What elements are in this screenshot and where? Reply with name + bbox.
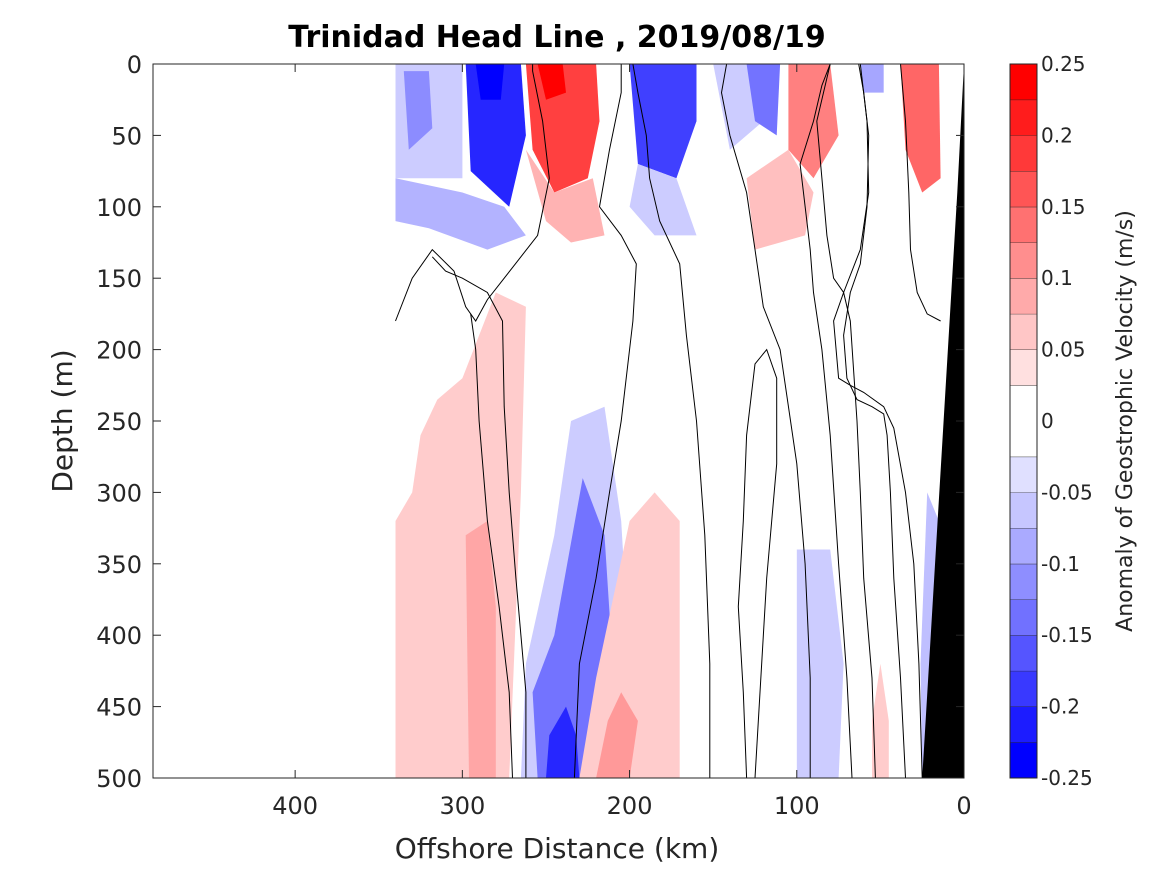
zero-contour-7 [799, 64, 853, 778]
zero-contour-0 [395, 64, 550, 322]
colorbar-segment [1010, 456, 1037, 493]
colorbar-tick-label: -0.25 [1041, 766, 1093, 790]
positive-anomaly-region-15 [900, 64, 941, 193]
colorbar-segment [1010, 349, 1037, 386]
y-tick-label: 50 [111, 122, 142, 150]
negative-anomaly-region-20 [546, 706, 580, 778]
colorbar-segment [1010, 278, 1037, 314]
positive-anomaly-region-24 [872, 663, 889, 778]
positive-anomaly-region-7 [537, 64, 566, 100]
negative-anomaly-region-8 [629, 64, 697, 179]
colorbar-segment [1010, 206, 1037, 243]
zero-contour-8 [816, 64, 876, 778]
velocity-fill-layer [395, 64, 941, 778]
colorbar-tick-label: 0 [1041, 409, 1054, 433]
positive-anomaly-region-22 [596, 692, 638, 778]
colorbar-tick-label: -0.05 [1041, 480, 1093, 504]
colorbar: 0.25 0.2 0.15 0.1 0.05 0 -0.05 -0.1 -0.15 -0.2 -0.… [1009, 52, 1093, 790]
zero-contour-11 [900, 64, 941, 322]
negative-anomaly-region-3 [395, 178, 526, 250]
colorbar-label: Anomaly of Geostrophic Velocity (m/s) [1113, 210, 1138, 632]
positive-anomaly-region-13 [746, 149, 814, 250]
zero-contour-5 [737, 348, 778, 778]
x-tick-label: 400 [272, 792, 318, 820]
x-tick-label: 100 [774, 792, 820, 820]
colorbar-segment [1010, 135, 1037, 172]
positive-anomaly-region-5 [525, 64, 600, 193]
colorbar-segment [1010, 99, 1037, 136]
y-tick-label: 400 [96, 622, 142, 650]
chart-title: Trinidad Head Line , 2019/08/19 [288, 20, 825, 55]
x-tick-label: 300 [439, 792, 485, 820]
negative-anomaly-region-25 [920, 492, 939, 778]
negative-anomaly-region-11 [746, 64, 781, 136]
colorbar-segment [1010, 635, 1037, 671]
negative-anomaly-region-9 [629, 164, 697, 236]
colorbar-segment [1010, 171, 1037, 207]
colorbar-tick-label: -0.1 [1041, 552, 1080, 576]
zero-contour-3 [573, 64, 637, 778]
positive-anomaly-region-17 [465, 521, 496, 778]
y-tick-label: 450 [96, 694, 142, 722]
colorbar-segment [1010, 242, 1037, 279]
colorbar-segment [1010, 599, 1037, 636]
colorbar-tick-label: 0.25 [1041, 52, 1086, 76]
colorbar-segment [1010, 670, 1037, 707]
zero-contour-layer [395, 64, 941, 778]
zero-contour-1 [431, 256, 527, 778]
negative-anomaly-region-4 [475, 64, 505, 100]
y-tick-label: 200 [96, 337, 142, 365]
x-axis-label: Offshore Distance (km) [395, 832, 720, 865]
colorbar-tick-label: 0.05 [1041, 338, 1086, 362]
colorbar-segment [1010, 313, 1037, 350]
colorbar-tick-label: 0.1 [1041, 266, 1073, 290]
colorbar-segment [1010, 492, 1037, 529]
x-tick-label: 200 [607, 792, 653, 820]
x-tick-label: 0 [956, 792, 971, 820]
y-tick-label: 150 [96, 265, 142, 293]
zero-contour-10 [833, 64, 923, 778]
y-tick-label: 300 [96, 479, 142, 507]
colorbar-tick-label: -0.2 [1041, 695, 1080, 719]
negative-anomaly-region-1 [403, 71, 433, 150]
negative-anomaly-region-23 [796, 549, 844, 778]
zero-contour-6 [720, 64, 811, 778]
y-tick-label: 0 [127, 51, 142, 79]
colorbar-segment [1010, 64, 1037, 100]
y-tick-label: 100 [96, 194, 142, 222]
y-tick-label: 350 [96, 551, 142, 579]
colorbar-segment [1010, 563, 1037, 600]
zero-contour-4 [632, 64, 711, 778]
colorbar-tick-label: 0.15 [1041, 195, 1086, 219]
colorbar-frame [1009, 63, 1038, 779]
colorbar-tick-label: 0.2 [1041, 123, 1073, 147]
y-axis-label: Depth (m) [46, 349, 79, 492]
colorbar-segment [1010, 706, 1037, 743]
x-axis: 400 300 200 100 0 [272, 64, 972, 820]
zero-contour-2 [470, 313, 513, 778]
colorbar-segment [1010, 385, 1037, 457]
positive-anomaly-region-21 [579, 492, 680, 778]
seafloor-bathymetry [922, 64, 964, 778]
negative-anomaly-region-14 [860, 64, 884, 93]
positive-anomaly-region-6 [525, 149, 605, 243]
y-tick-label: 250 [96, 408, 142, 436]
bathymetry-layer [922, 64, 964, 778]
y-axis: 0 50 100 150 200 250 300 350 400 450 500 [96, 51, 964, 793]
colorbar-tick-label: -0.15 [1041, 623, 1093, 647]
colorbar-segment [1010, 742, 1037, 778]
y-tick-label: 500 [96, 765, 142, 793]
colorbar-segment [1010, 528, 1037, 564]
